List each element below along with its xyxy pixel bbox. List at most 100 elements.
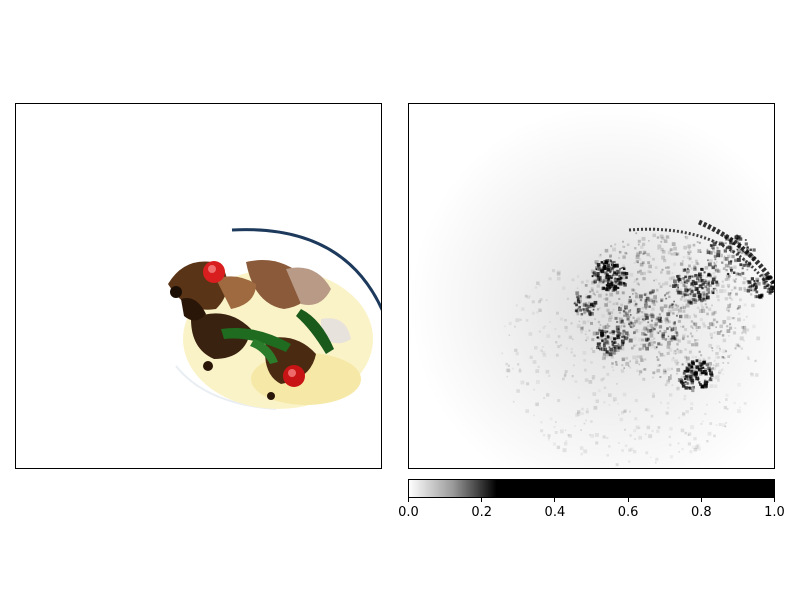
saliency-pixel — [633, 281, 635, 283]
saliency-pixel — [592, 292, 595, 295]
saliency-pixel — [519, 318, 522, 321]
saliency-pixel — [622, 255, 626, 259]
saliency-pixel — [649, 341, 654, 346]
saliency-pixel — [755, 373, 759, 377]
saliency-pixel — [708, 368, 711, 371]
saliency-pixel — [667, 250, 672, 255]
saliency-pixel — [578, 295, 582, 299]
saliency-heatmap — [409, 104, 774, 468]
saliency-pixel — [629, 325, 632, 328]
saliency-pixel — [657, 248, 660, 250]
saliency-pixel — [741, 326, 745, 329]
saliency-pixel — [637, 311, 640, 314]
saliency-pixel — [637, 261, 639, 264]
saliency-pixel — [548, 321, 551, 323]
saliency-pixel — [629, 309, 632, 311]
saliency-pixel — [747, 357, 750, 360]
saliency-pixel — [674, 330, 678, 334]
saliency-pixel — [685, 366, 688, 369]
saliency-pixel — [687, 363, 690, 366]
saliency-pixel — [588, 329, 591, 332]
saliency-pixel — [588, 311, 592, 315]
saliency-pixel — [766, 290, 769, 293]
saliency-pixel — [628, 323, 630, 325]
saliency-pixel — [644, 358, 647, 361]
saliency-pixel — [576, 307, 580, 310]
saliency-pixel — [657, 244, 662, 249]
saliency-pixel — [598, 293, 602, 298]
saliency-pixel — [623, 272, 627, 276]
saliency-pixel — [684, 348, 687, 351]
saliency-pixel — [609, 347, 614, 352]
saliency-pixel — [684, 377, 687, 381]
saliency-pixel — [520, 380, 525, 385]
saliency-pixel — [607, 311, 611, 315]
saliency-pixel — [646, 408, 650, 412]
saliency-pixel — [701, 306, 705, 310]
saliency-pixel — [649, 331, 652, 334]
saliency-pixel — [617, 343, 620, 345]
saliency-pixel — [695, 359, 699, 363]
saliency-pixel — [625, 311, 629, 316]
saliency-pixel — [615, 272, 619, 276]
saliency-pixel — [711, 323, 715, 327]
input-image-panel — [15, 103, 382, 469]
saliency-pixel — [660, 298, 664, 302]
saliency-pixel — [608, 346, 611, 349]
saliency-pixel — [614, 345, 619, 349]
saliency-pixel — [750, 289, 753, 292]
saliency-pixel — [717, 356, 720, 359]
saliency-pixel — [665, 266, 669, 269]
saliency-pixel — [683, 281, 686, 284]
saliency-pixel — [636, 369, 639, 373]
saliency-pixel — [706, 403, 708, 406]
saliency-pixel — [737, 305, 741, 309]
saliency-pixel — [618, 257, 620, 259]
saliency-pixel — [608, 393, 612, 397]
saliency-pixel — [725, 269, 728, 272]
saliency-pixel — [682, 283, 686, 287]
saliency-pixel — [508, 334, 511, 336]
saliency-pixel — [618, 333, 621, 336]
saliency-pixel — [623, 283, 627, 287]
saliency-pixel — [664, 319, 669, 324]
saliency-pixel — [584, 368, 587, 372]
saliency-pixel — [613, 331, 615, 334]
saliency-pixel — [521, 307, 525, 311]
saliency-pixel — [678, 416, 681, 419]
saliency-pixel — [618, 274, 621, 278]
saliency-pixel — [665, 266, 667, 269]
saliency-pixel — [623, 271, 627, 275]
saliency-pixel — [540, 349, 543, 352]
saliency-pixel — [592, 272, 597, 276]
saliency-pixel — [678, 290, 682, 295]
saliency-pixel — [676, 342, 679, 345]
saliency-pixel — [628, 320, 632, 324]
saliency-pixel — [592, 331, 597, 336]
saliency-pixel — [622, 341, 624, 344]
saliency-pixel — [595, 441, 599, 445]
saliency-pixel — [668, 443, 672, 447]
saliency-pixel — [638, 363, 641, 366]
saliency-pixel — [673, 322, 676, 326]
saliency-pixel — [725, 274, 730, 279]
saliency-pixel — [673, 300, 675, 303]
saliency-pixel — [654, 322, 658, 326]
saliency-pixel — [682, 385, 686, 388]
saliency-pixel — [762, 280, 766, 284]
saliency-pixel — [709, 377, 712, 380]
saliency-pixel — [641, 331, 645, 336]
saliency-pixel — [644, 313, 649, 318]
saliency-pixel — [737, 409, 741, 414]
colorbar-tick-label: 0.6 — [617, 505, 639, 520]
saliency-pixel — [725, 398, 728, 401]
saliency-pixel — [525, 409, 529, 413]
saliency-pixel — [654, 461, 657, 464]
saliency-pixel — [591, 377, 595, 380]
saliency-pixel — [700, 298, 704, 302]
saliency-pixel — [703, 271, 706, 274]
saliency-pixel — [639, 262, 644, 267]
saliency-pixel — [581, 303, 586, 307]
saliency-pixel — [605, 273, 609, 277]
saliency-pixel — [726, 408, 729, 410]
